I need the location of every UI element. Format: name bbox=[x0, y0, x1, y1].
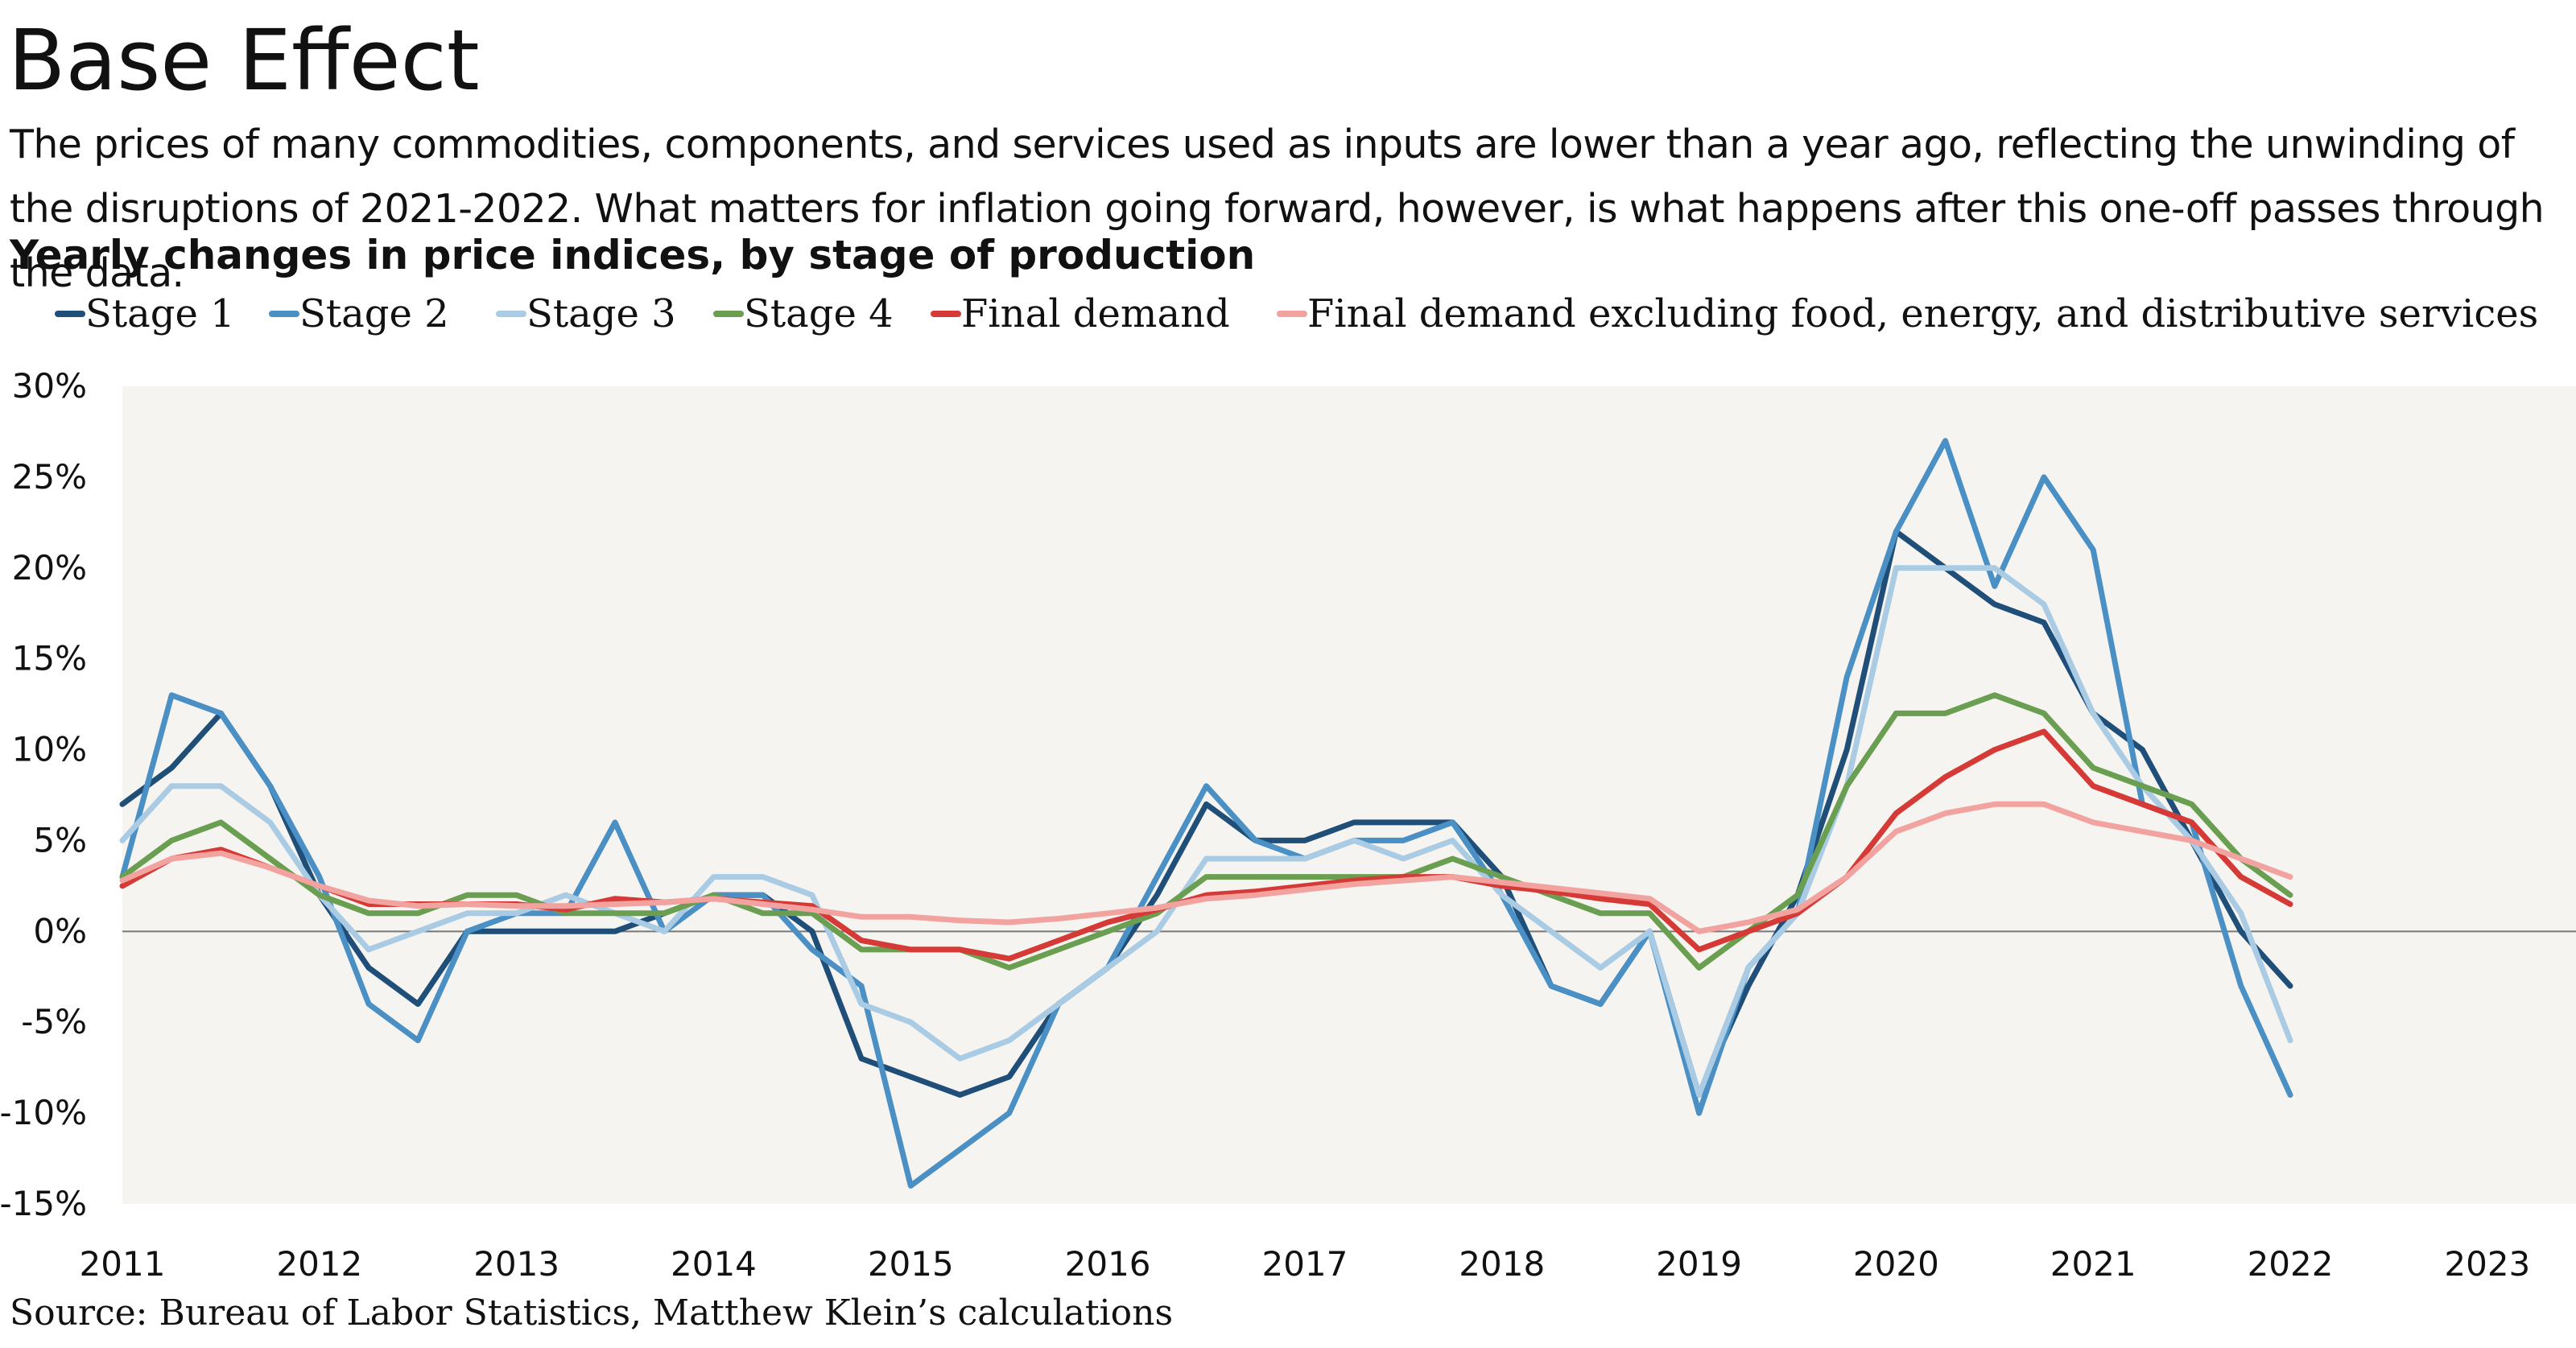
legend-label: Final demand excluding food, energy, and… bbox=[1307, 291, 2538, 336]
y-tick-label: -5% bbox=[21, 1002, 87, 1041]
x-tick-label: 2014 bbox=[671, 1244, 757, 1284]
legend-label: Stage 1 bbox=[85, 291, 235, 336]
series-line-4 bbox=[119, 692, 2293, 971]
x-tick-label: 2019 bbox=[1656, 1244, 1742, 1284]
chart-title: Base Effect bbox=[8, 11, 480, 109]
series-line-6 bbox=[119, 801, 2293, 934]
series-line-3 bbox=[119, 565, 2293, 1098]
y-tick-label: -10% bbox=[0, 1093, 87, 1132]
chart-heading: Yearly changes in price indices, by stag… bbox=[10, 232, 1256, 278]
y-tick-label: 30% bbox=[12, 366, 87, 406]
series-line-2 bbox=[119, 438, 2293, 1189]
plot-background bbox=[122, 386, 2576, 1204]
y-tick-label: 0% bbox=[33, 911, 87, 950]
y-tick-label: -15% bbox=[0, 1184, 87, 1223]
x-tick-label: 2018 bbox=[1459, 1244, 1545, 1284]
x-tick-label: 2020 bbox=[1853, 1244, 1939, 1284]
y-tick-label: 25% bbox=[12, 457, 87, 497]
x-tick-label: 2011 bbox=[80, 1244, 166, 1284]
x-tick-label: 2017 bbox=[1261, 1244, 1348, 1284]
series-lines bbox=[119, 438, 2293, 1189]
legend-label: Stage 3 bbox=[526, 291, 676, 336]
x-tick-label: 2023 bbox=[2444, 1244, 2530, 1284]
y-tick-label: 20% bbox=[12, 548, 87, 587]
legend-label: Stage 4 bbox=[744, 291, 894, 336]
x-tick-label: 2016 bbox=[1065, 1244, 1151, 1284]
source-note: Source: Bureau of Labor Statistics, Matt… bbox=[10, 1292, 1174, 1334]
x-tick-label: 2015 bbox=[868, 1244, 954, 1284]
series-line-1 bbox=[119, 529, 2293, 1098]
axes: 30% 25% 20% 15% 10% 5% 0% -5% -10% -15% 2011 2012 20… bbox=[0, 366, 2576, 1284]
legend-label: Stage 2 bbox=[299, 291, 449, 336]
legend: Stage 1 Stage 2 Stage 3 Stage 4 Final demand… bbox=[55, 291, 2538, 336]
y-tick-label: 5% bbox=[33, 820, 87, 860]
y-tick-label: 15% bbox=[12, 639, 87, 678]
legend-label: Final demand bbox=[961, 291, 1230, 336]
chart-subtitle: The prices of many commodities, componen… bbox=[10, 122, 2545, 296]
y-tick-label: 10% bbox=[12, 730, 87, 769]
x-tick-label: 2022 bbox=[2248, 1244, 2334, 1284]
x-tick-label: 2021 bbox=[2050, 1244, 2136, 1284]
x-tick-label: 2012 bbox=[276, 1244, 362, 1284]
x-tick-label: 2013 bbox=[473, 1244, 559, 1284]
